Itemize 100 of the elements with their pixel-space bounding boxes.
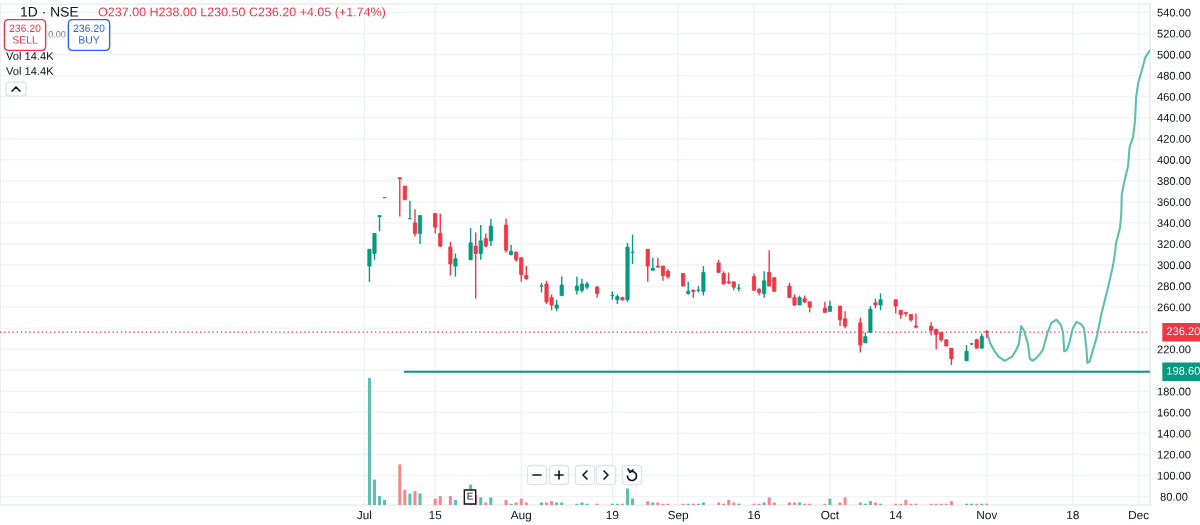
x-tick-label: 14 [890,510,902,520]
bar [787,502,791,505]
bar [438,496,442,505]
y-tick-label: 120.00 [1157,450,1191,459]
chart-title: 1D · NSE [21,6,79,17]
bar [398,464,402,505]
x-tick-label: 19 [606,510,619,520]
x-tick-label: Aug [510,510,531,522]
bar [383,499,387,505]
bar [767,497,771,505]
y-tick-label: 500.00 [1157,50,1191,59]
candlestick [448,241,453,277]
candlestick [478,224,483,261]
candlestick [433,212,438,235]
x-tick-label: Oct [821,510,840,520]
bar [413,491,417,505]
y-tick-label: 480.00 [1157,71,1191,80]
annotation: Vol 14.4K [6,51,54,60]
y-tick-label: 540.00 [1157,8,1191,17]
bar [479,497,483,505]
y-tick-label: 320.00 [1157,240,1191,249]
bar [717,502,721,505]
x-tick-label: Sep [668,510,689,522]
bar [367,378,371,505]
bar [828,498,832,505]
bar [539,502,543,505]
y-tick-label: 460.00 [1157,92,1191,101]
x-tick-label: Nov [977,510,998,520]
bar [524,502,528,505]
bar [550,501,554,505]
y-tick-label: 400.00 [1157,156,1191,164]
annotation: 0.00 [48,31,66,38]
y-tick-label: 220.00 [1157,345,1191,354]
bar [372,479,376,505]
y-tick-label: 420.00 [1157,134,1191,143]
x-tick-label: 16 [748,510,761,520]
candlestick [903,311,908,318]
bar [646,501,650,505]
bar [904,499,908,505]
bar [873,502,877,505]
bar [453,499,457,505]
bar [843,497,847,505]
bar [378,496,382,505]
candlestick [701,265,706,297]
y-tick-label: 360.00 [1157,198,1191,207]
candlestick [762,270,767,299]
candlestick [417,214,423,245]
candlestick [438,212,443,248]
bar [727,499,731,505]
ref-line-label: 236.20 [1166,327,1200,336]
bar [701,502,705,505]
y-tick-label: 280.00 [1157,282,1191,291]
bar [838,502,842,505]
bar [448,496,452,505]
bar [489,497,493,505]
bar [403,489,407,505]
annotation: 236.20 SELL [9,24,41,44]
bar [560,502,564,505]
y-tick-label: 380.00 [1157,177,1191,185]
y-tick-label: 300.00 [1157,261,1191,270]
bar [656,502,660,505]
y-tick-label: 80.00 [1160,492,1188,501]
y-tick-label: 520.00 [1157,29,1191,38]
bar [762,502,766,505]
candlestick [913,312,918,329]
bar [631,498,635,505]
bar [858,502,862,505]
bar [949,501,953,505]
x-tick-label: 15 [429,510,442,520]
y-tick-label: 340.00 [1157,219,1191,228]
data-label: 198.60 [1167,366,1200,375]
candlestick [868,305,873,334]
bar [418,493,422,505]
y-tick-label: 160.00 [1157,408,1191,417]
annotation: 236.20 BUY [73,24,105,44]
bar [868,501,872,505]
y-tick-label: 440.00 [1157,113,1191,122]
bar [433,498,437,505]
bar [580,502,584,505]
bar [484,502,488,505]
bar [798,502,802,505]
candlestick [488,218,493,247]
candlestick [838,305,843,327]
candlestick [453,252,458,278]
candlestick [473,231,478,300]
annotation: E [467,492,473,500]
bar [651,502,655,505]
bar [732,502,736,505]
bar [514,502,518,505]
x-tick-label: Dec [1129,510,1149,520]
chart-subtitle: O237.00 H238.00 L230.50 C236.20 +4.05 (+1.74%) [98,7,386,19]
bar [555,502,559,505]
annotation: Vol 14.4K [6,66,54,75]
x-tick-label: 18 [1067,510,1079,520]
bar [408,493,412,505]
x-tick-label: Jul [357,510,372,520]
y-tick-label: 260.00 [1157,303,1191,312]
candlestick [412,208,417,238]
y-tick-label: 140.00 [1157,429,1191,438]
candlestick [645,248,650,283]
